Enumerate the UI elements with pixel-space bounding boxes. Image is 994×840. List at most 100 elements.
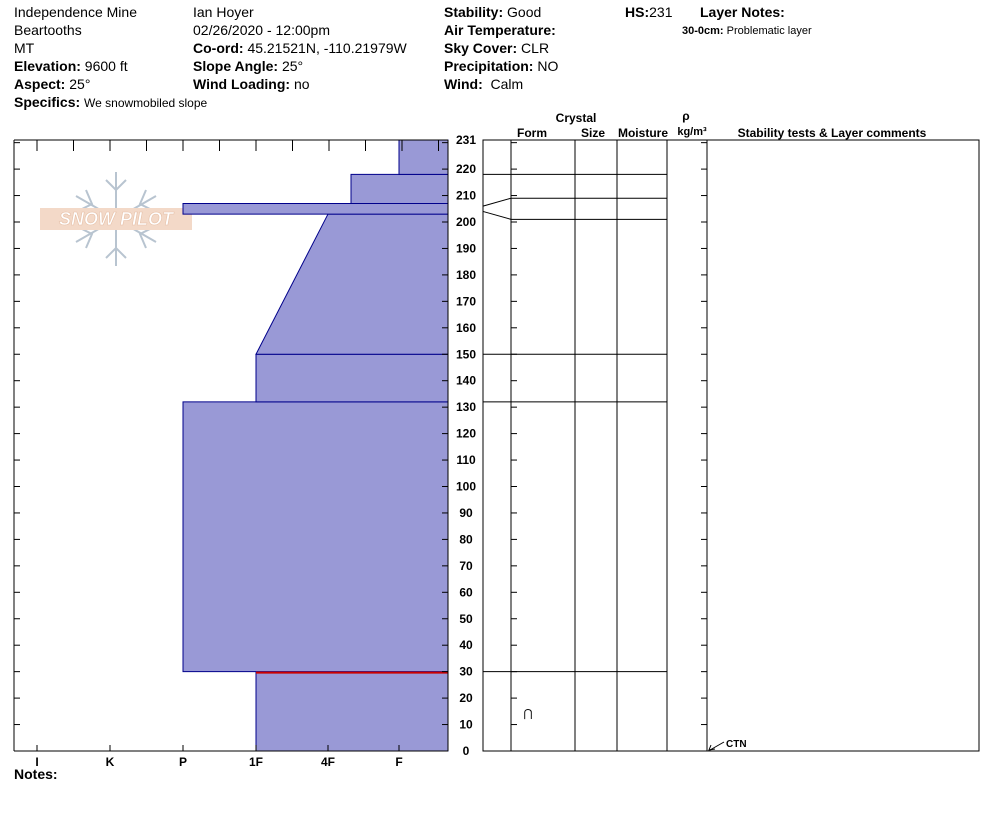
aspect-field: Aspect: 25°: [14, 75, 90, 93]
hs-value: 231: [649, 4, 673, 20]
boundary-connector-201: [482, 210, 512, 220]
crystal-header: Crystal: [556, 111, 597, 125]
stability-field: Stability: Good: [444, 3, 541, 21]
depth-label-90: 90: [459, 506, 473, 520]
hs-label: HS:: [625, 4, 650, 20]
depth-label-190: 190: [456, 241, 476, 255]
x-label-K: K: [106, 755, 115, 769]
hardness-layer-2: [255, 353, 449, 403]
precip-value: NO: [537, 58, 559, 74]
coord-label: Co-ord:: [193, 40, 244, 56]
layernote-text: Problematic layer: [726, 25, 812, 37]
sky-field: Sky Cover: CLR: [444, 39, 549, 57]
layer-boundary-lines: [482, 139, 667, 673]
airtemp-label: Air Temperature:: [444, 22, 556, 38]
x-label-I: I: [35, 755, 38, 769]
range-name: Beartooths: [14, 22, 82, 38]
observation-datetime: 02/26/2020 - 12:00pm: [193, 22, 330, 38]
depth-label-170: 170: [456, 294, 476, 308]
precip-field: Precipitation: NO: [444, 57, 558, 75]
depth-label-130: 130: [456, 400, 476, 414]
depth-label-20: 20: [459, 691, 473, 705]
hardness-plot-frame: [13, 139, 449, 752]
hardness-profile: [182, 139, 449, 752]
wind-label: Wind:: [444, 76, 483, 92]
windload-field: Wind Loading: no: [193, 75, 310, 93]
depth-label-30: 30: [459, 665, 473, 679]
aspect-value: 25°: [69, 76, 91, 92]
depth-label-160: 160: [456, 321, 476, 335]
stability-test-label: CTN: [726, 739, 747, 750]
layernote: 30-0cm: Problematic layer: [682, 22, 812, 40]
density-unit-header: kg/m³: [677, 126, 707, 138]
depth-label-140: 140: [456, 374, 476, 388]
state-name: MT: [14, 40, 35, 56]
stability-test-pointer: [708, 741, 725, 751]
x-label-4F: 4F: [321, 755, 335, 769]
depth-label-231: 231: [456, 133, 476, 147]
observer-name: Ian Hoyer: [193, 4, 254, 20]
layer-table-frame: [482, 139, 980, 752]
depth-label-80: 80: [459, 532, 473, 546]
coord-value: 45.21521N, -110.21979W: [247, 40, 407, 56]
notes-label: Notes:: [14, 766, 58, 782]
hardness-layer-1: [182, 401, 449, 673]
sky-label: Sky Cover:: [444, 40, 518, 56]
hardness-axis-labels: I K P 1F 4F F: [35, 745, 403, 769]
specifics-value: We snowmobiled slope: [84, 96, 208, 110]
hardness-layer-0: [255, 671, 449, 752]
logo-text: SNOW PILOT: [59, 209, 175, 229]
depth-label-220: 220: [456, 162, 476, 176]
x-label-P: P: [179, 755, 187, 769]
moisture-header: Moisture: [618, 126, 668, 140]
boundary-connector-209: [482, 197, 512, 207]
hardness-layer-4: [182, 202, 449, 215]
aspect-label: Aspect:: [14, 76, 66, 92]
depth-axis-labels: 0 10 20 30 40 50 60 70 80 90 100 110 120 130 140 150 160…: [456, 133, 476, 758]
layernote-depth: 30-0cm:: [682, 25, 724, 37]
size-header: Size: [581, 126, 605, 140]
depth-label-180: 180: [456, 268, 476, 282]
airtemp-field: Air Temperature:: [444, 21, 556, 39]
slope-label: Slope Angle:: [193, 58, 279, 74]
stability-value: Good: [507, 4, 542, 20]
depth-label-110: 110: [456, 453, 476, 467]
depth-label-150: 150: [456, 347, 476, 361]
slope-field: Slope Angle: 25°: [193, 57, 303, 75]
windload-label: Wind Loading:: [193, 76, 291, 92]
elevation-field: Elevation: 9600 ft: [14, 57, 128, 75]
elevation-label: Elevation:: [14, 58, 81, 74]
depth-label-60: 60: [459, 585, 473, 599]
crystal-form-symbol: ⋂: [523, 708, 532, 720]
hardness-layer-5: [350, 173, 449, 204]
specifics-field: Specifics: We snowmobiled slope: [14, 93, 207, 112]
elevation-value: 9600 ft: [84, 58, 128, 74]
wind-value: Calm: [490, 76, 524, 92]
left-depth-ticks: [14, 142, 448, 752]
depth-label-70: 70: [459, 559, 473, 573]
logo-banner: [40, 208, 192, 230]
slope-value: 25°: [281, 58, 304, 74]
table-depth-ticks: [511, 142, 707, 752]
top-hardness-ticks: [36, 140, 439, 151]
sky-value: CLR: [521, 40, 550, 56]
depth-label-200: 200: [456, 215, 476, 229]
layernotes-label: Layer Notes:: [700, 4, 785, 20]
depth-label-0: 0: [463, 744, 470, 758]
depth-label-10: 10: [459, 718, 473, 732]
location-name: Independence Mine: [14, 4, 137, 20]
stability-header: Stability tests & Layer comments: [738, 126, 927, 140]
depth-label-100: 100: [456, 480, 476, 494]
rho-header: ρ: [682, 109, 689, 123]
depth-label-210: 210: [456, 189, 476, 203]
specifics-label: Specifics:: [14, 94, 81, 110]
precip-label: Precipitation:: [444, 58, 534, 74]
coord-field: Co-ord: 45.21521N, -110.21979W: [193, 39, 407, 57]
hs-field: HS:231: [625, 3, 672, 21]
x-label-1F: 1F: [249, 755, 263, 769]
depth-label-120: 120: [456, 427, 476, 441]
windload-value: no: [293, 76, 310, 92]
hardness-layer-6: [398, 139, 449, 175]
stability-label: Stability:: [444, 4, 504, 20]
